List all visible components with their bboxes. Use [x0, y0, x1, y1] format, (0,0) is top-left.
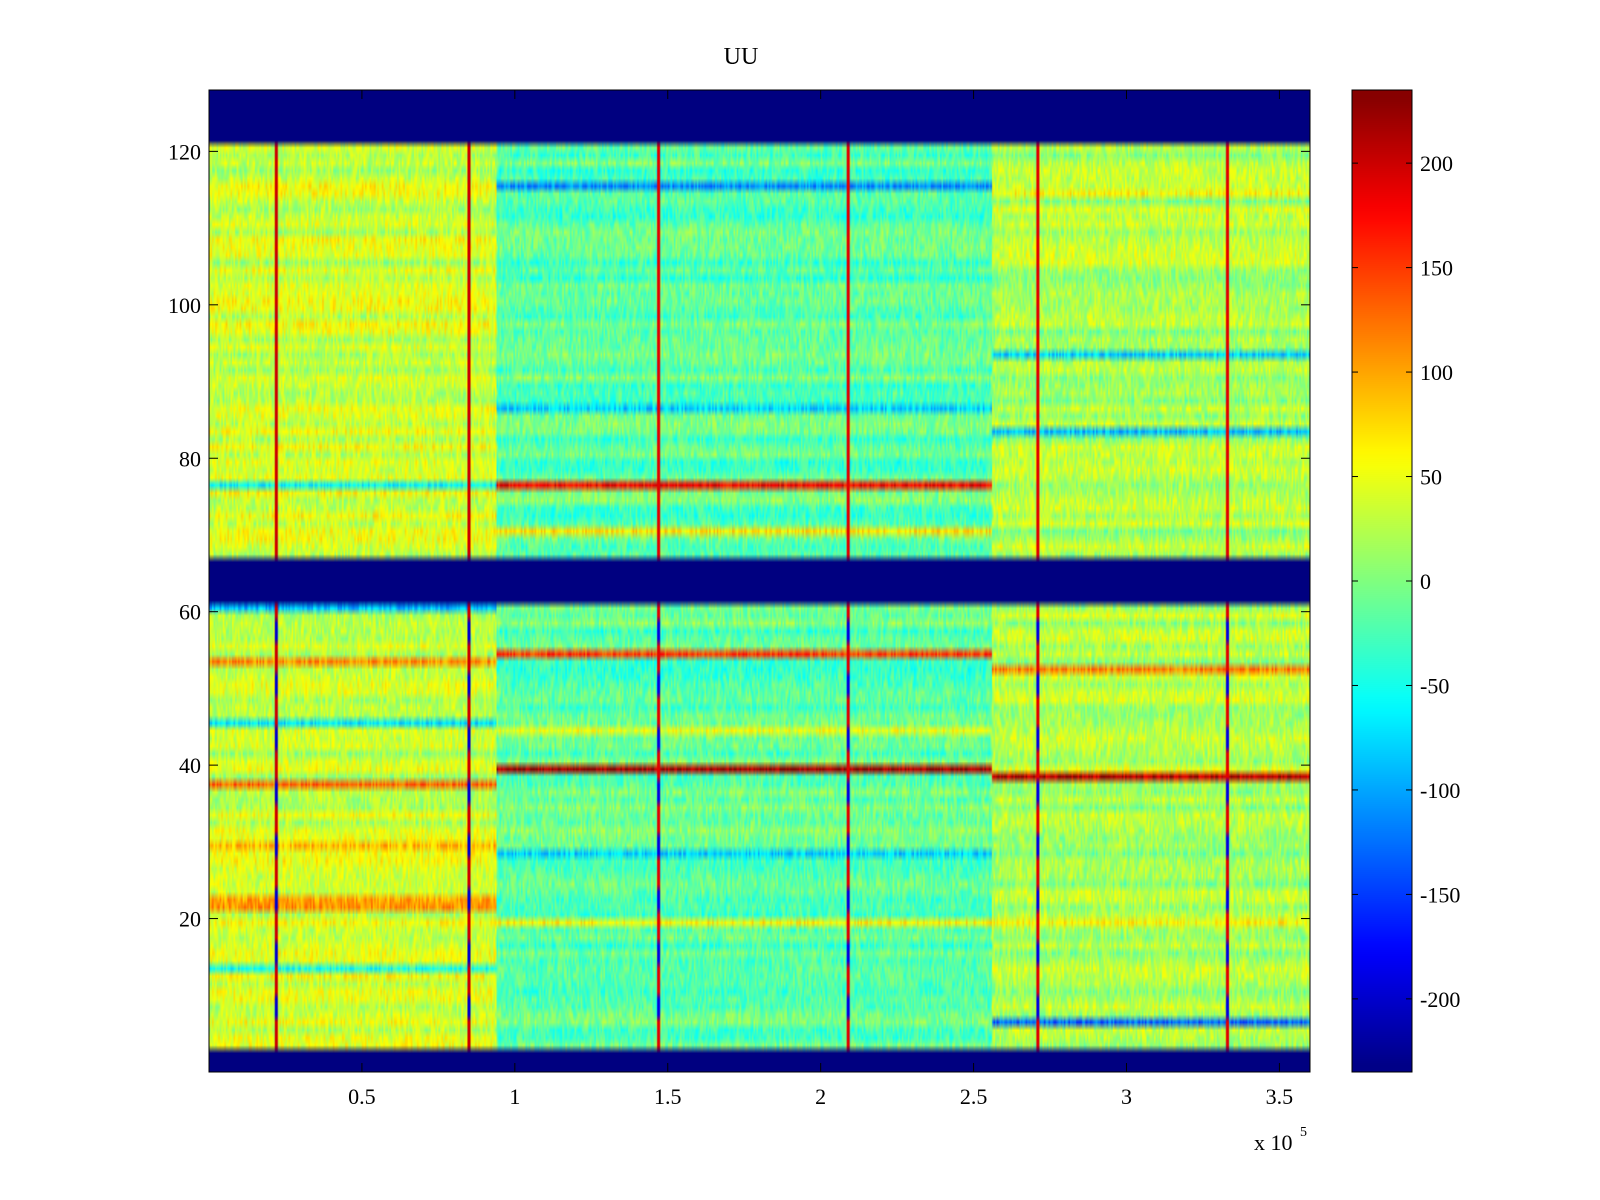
- colorbar-tick-label: 0: [1420, 569, 1431, 594]
- x-tick-label: 1.5: [654, 1084, 682, 1109]
- colorbar-tick-label: 100: [1420, 360, 1453, 385]
- y-tick-label: 80: [179, 446, 201, 471]
- plot-area: 0.5 1 1.5 2 2.5 3 3.5 20 40 60 80 100 120: [168, 89, 1311, 1109]
- y-tick-label: 120: [168, 139, 201, 164]
- plot-frame: [208, 89, 1311, 1073]
- colorbar-tick-label: -50: [1420, 673, 1449, 698]
- colorbar-tick-label: -200: [1420, 987, 1460, 1012]
- heatmap-image: [209, 90, 1310, 1072]
- x-axis: 0.5 1 1.5 2 2.5 3 3.5: [348, 90, 1293, 1109]
- x-tick-label: 2: [815, 1084, 826, 1109]
- y-tick-label: 20: [179, 907, 201, 932]
- x-tick-label: 3.5: [1266, 1084, 1294, 1109]
- colorbar-ticks: 200 150 100 50 0 -50 -100 -150 -200: [1352, 151, 1460, 1012]
- x-tick-label: 1: [509, 1084, 520, 1109]
- colorbar-tick-label: 150: [1420, 256, 1453, 281]
- y-tick-label: 60: [179, 600, 201, 625]
- colorbar-tick-label: 200: [1420, 151, 1453, 176]
- x-scale-factor: x 10 5: [1254, 1125, 1307, 1155]
- colorbar-tick-label: -100: [1420, 778, 1460, 803]
- chart-title: UU: [724, 44, 759, 70]
- colorbar-gradient: [1352, 90, 1412, 1072]
- y-tick-label: 40: [179, 753, 201, 778]
- x-scale-label: x 10: [1254, 1130, 1293, 1155]
- y-axis: 20 40 60 80 100 120: [168, 139, 1310, 932]
- colorbar: 200 150 100 50 0 -50 -100 -150 -200: [1351, 89, 1460, 1073]
- x-tick-label: 0.5: [348, 1084, 376, 1109]
- x-tick-label: 3: [1121, 1084, 1132, 1109]
- colorbar-tick-label: 50: [1420, 465, 1442, 490]
- colorbar-tick-label: -150: [1420, 882, 1460, 907]
- x-scale-exponent: 5: [1300, 1125, 1307, 1140]
- x-tick-label: 2.5: [960, 1084, 988, 1109]
- y-tick-label: 100: [168, 293, 201, 318]
